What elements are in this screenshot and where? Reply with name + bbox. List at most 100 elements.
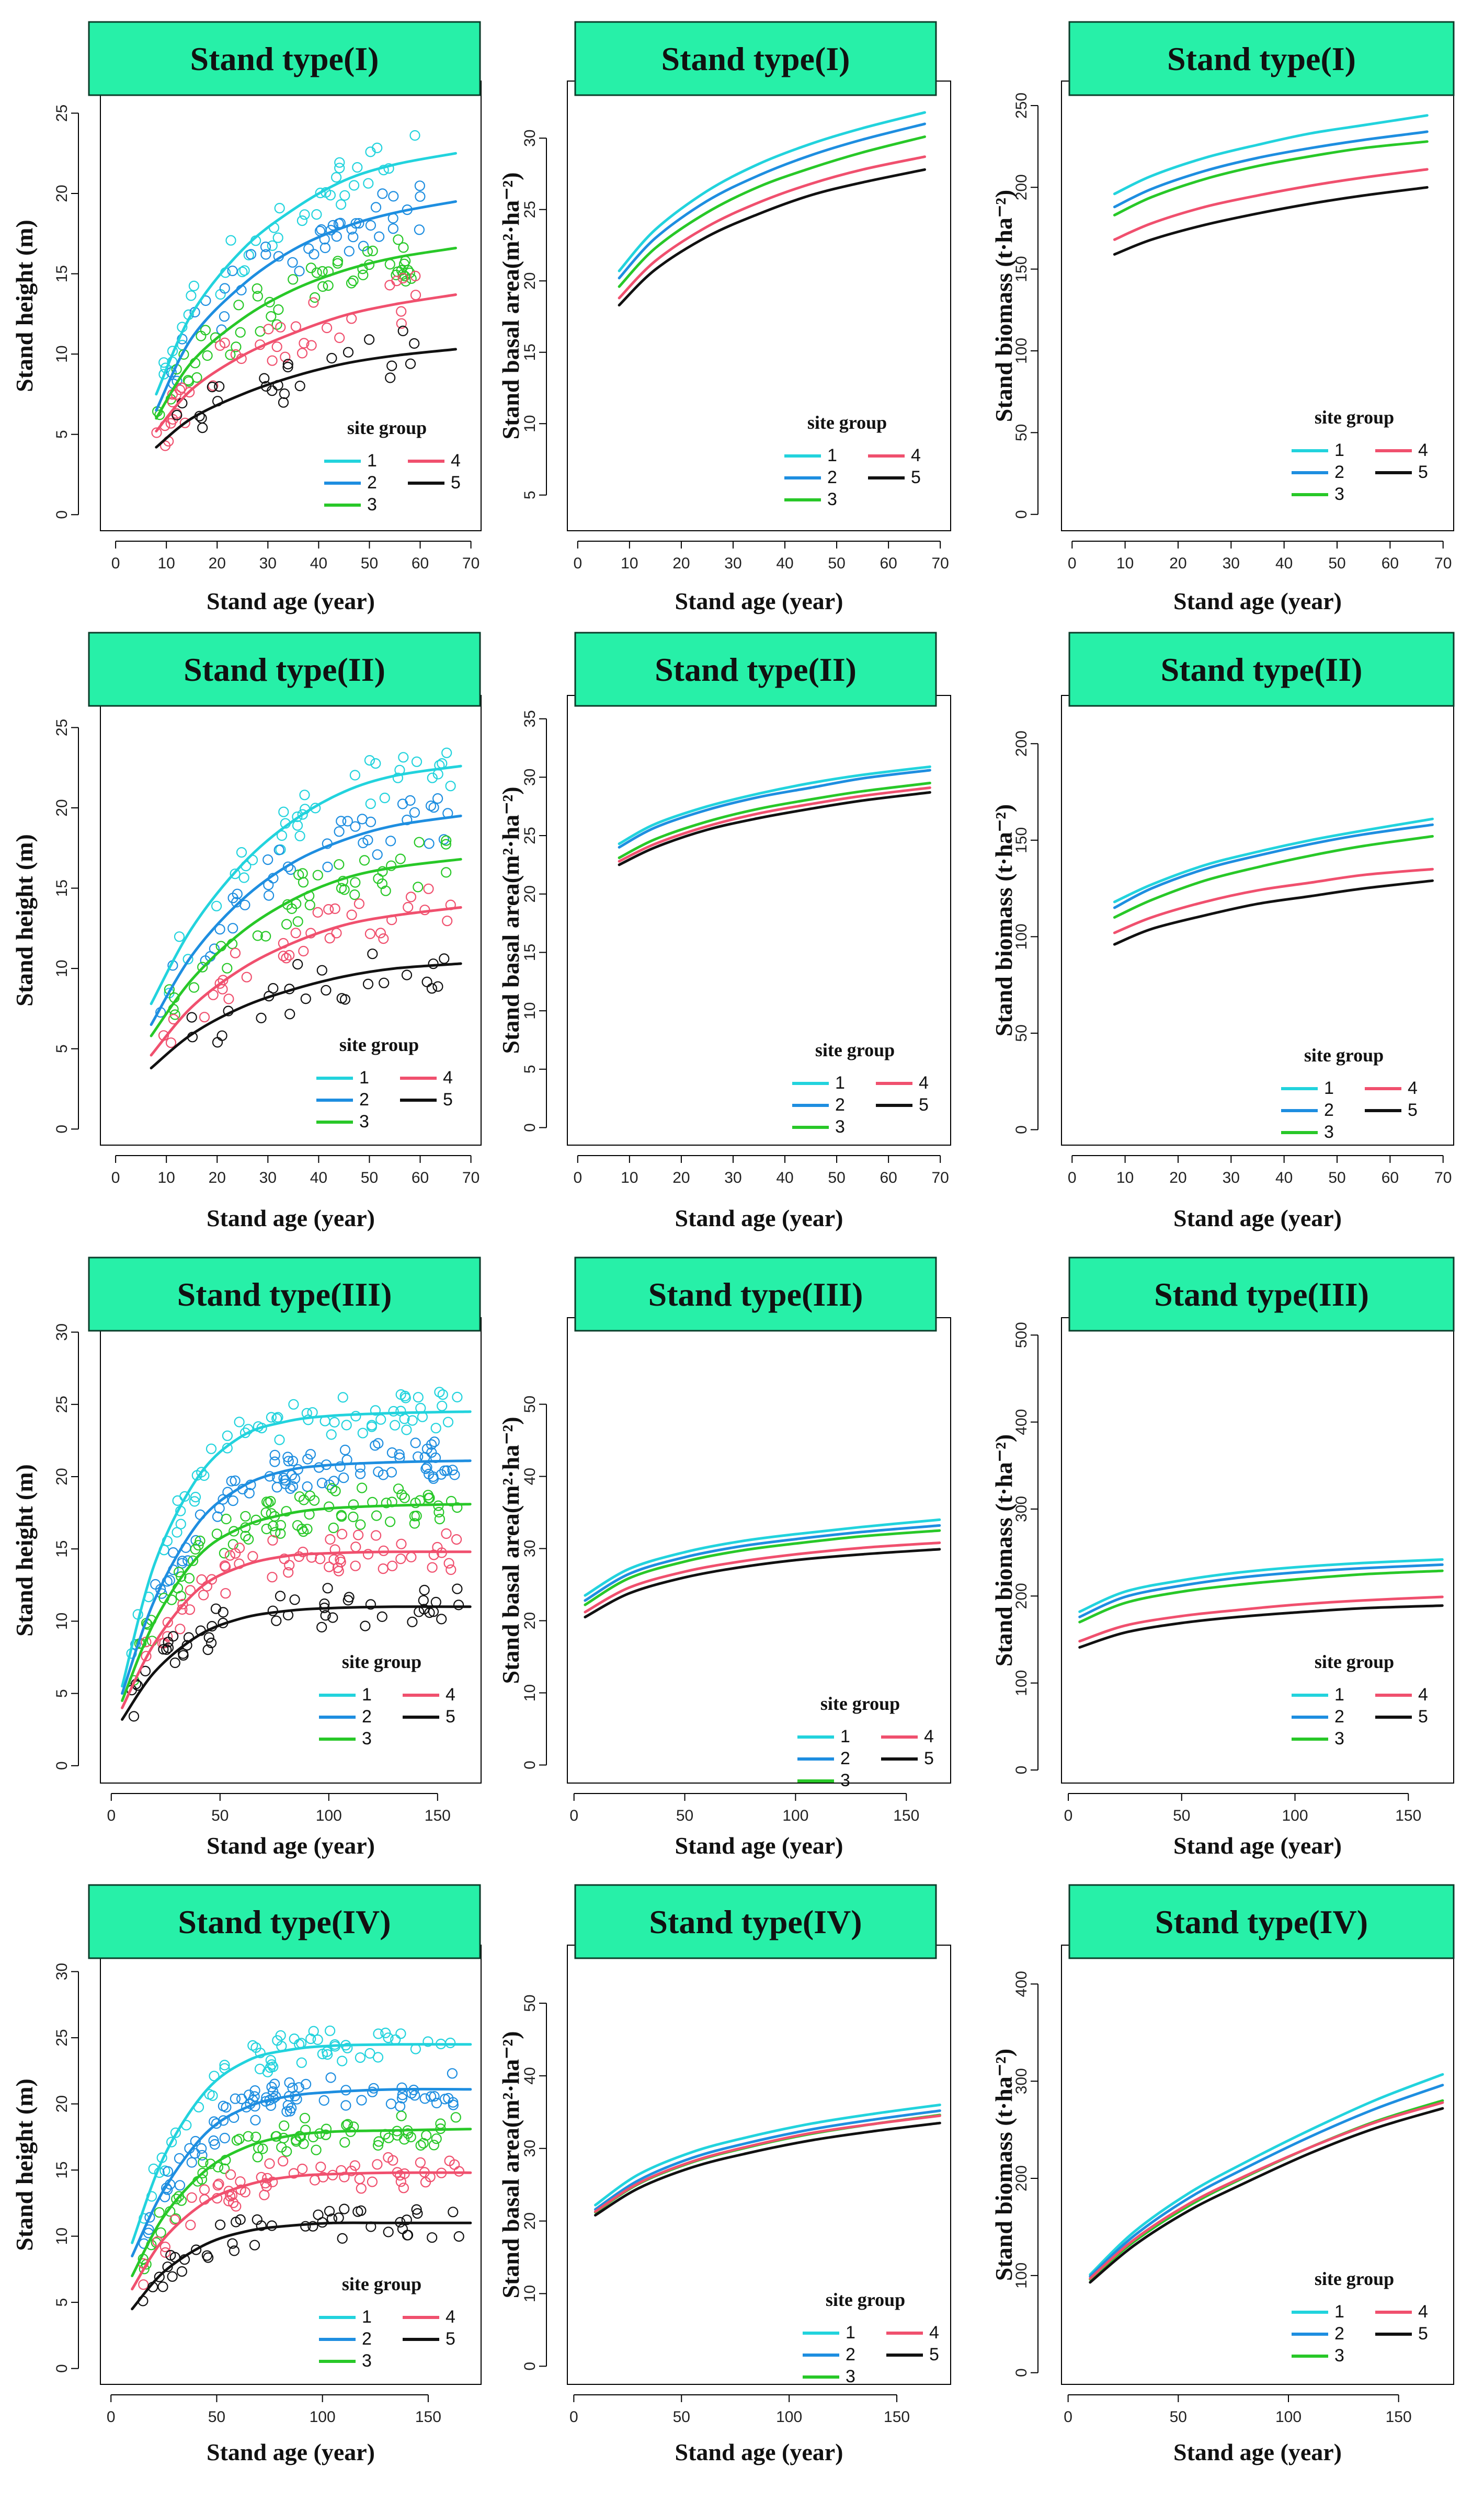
- data-point-group-1: [363, 178, 374, 189]
- legend: site group 123 45: [319, 2274, 455, 2371]
- data-point-group-4: [427, 1562, 438, 1573]
- data-point-group-2: [226, 1476, 237, 1487]
- data-point-group-1: [370, 1405, 381, 1416]
- data-point-group-3: [384, 259, 395, 270]
- curve-group-2: [155, 200, 457, 412]
- legend-label-2: 2: [362, 1707, 372, 1727]
- data-point-group-5: [229, 2245, 240, 2256]
- data-point-group-4: [346, 909, 357, 920]
- y-axis-title: Stand height (m): [11, 220, 38, 392]
- data-point-group-5: [284, 1009, 295, 1020]
- data-point-group-5: [176, 2266, 187, 2277]
- data-point-group-3: [200, 325, 211, 336]
- data-point-group-3: [384, 1516, 396, 1527]
- curve-group-2: [594, 2109, 941, 2211]
- data-point-group-2: [358, 837, 369, 849]
- data-point-group-4: [169, 2214, 180, 2225]
- data-point-group-5: [421, 976, 432, 988]
- data-point-group-3: [385, 860, 397, 871]
- data-point-group-2: [387, 223, 399, 234]
- data-point-group-3: [440, 839, 452, 850]
- data-point-group-3: [393, 1483, 404, 1494]
- curve-group-1: [1113, 817, 1434, 904]
- data-point-group-4: [263, 324, 274, 335]
- data-point-group-1: [267, 240, 278, 251]
- y-tick-label: 15: [53, 1540, 71, 1558]
- data-point-group-3: [231, 2135, 243, 2146]
- y-tick-label: 5: [53, 1044, 71, 1053]
- data-point-group-2: [309, 249, 319, 260]
- x-tick-label: 40: [1275, 555, 1293, 572]
- y-tick-label: 5: [521, 1065, 539, 1073]
- data-point-group-2: [227, 265, 238, 277]
- data-point-group-4: [284, 950, 295, 961]
- data-point-group-2: [219, 283, 230, 294]
- data-point-group-4: [241, 972, 252, 983]
- data-point-group-5: [128, 1711, 140, 1722]
- data-point-group-1: [265, 2055, 276, 2066]
- data-point-group-5: [343, 1595, 353, 1606]
- data-point-group-3: [260, 1507, 271, 1518]
- legend-label-1: 1: [359, 1068, 369, 1088]
- curve-group-4: [1089, 2101, 1444, 2280]
- panel-header: [1068, 21, 1455, 96]
- data-point-group-4: [308, 297, 319, 308]
- data-point-group-2: [287, 1481, 299, 1492]
- x-tick-label: 0: [111, 555, 120, 572]
- data-point-group-3: [413, 882, 424, 893]
- y-tick-label: 400: [1013, 1971, 1030, 1997]
- data-point-group-5: [259, 373, 270, 384]
- y-tick-label: 100: [1013, 923, 1030, 950]
- legend-label-1: 1: [1324, 1078, 1334, 1098]
- legend-label-3: 3: [846, 2367, 855, 2386]
- data-point-group-4: [298, 1547, 309, 1558]
- data-point-group-5: [339, 2203, 350, 2214]
- data-point-group-4: [278, 951, 289, 962]
- data-point-group-1: [378, 165, 389, 176]
- data-point-group-5: [418, 1604, 430, 1615]
- plot-frame: [1061, 1945, 1454, 2385]
- data-point-group-1: [349, 770, 361, 781]
- data-point-group-4: [420, 2177, 431, 2188]
- legend-label-1: 1: [362, 1685, 372, 1705]
- data-point-group-5: [163, 1642, 174, 1653]
- legend-label-5: 5: [446, 1707, 455, 1727]
- curve-group-4: [131, 2171, 472, 2291]
- data-point-group-2: [429, 1436, 440, 1447]
- data-point-group-5: [162, 2261, 173, 2272]
- data-point-group-2: [150, 1579, 161, 1590]
- x-tick-label: 150: [425, 1807, 451, 1824]
- x-tick-label: 50: [361, 1169, 378, 1186]
- data-point-group-4: [138, 2279, 149, 2290]
- panel-title: Stand type(III): [1154, 1276, 1369, 1313]
- y-axis-title: Stand basal area(m²·ha⁻²): [497, 1417, 524, 1684]
- data-point-group-4: [165, 1037, 177, 1048]
- y-tick-label: 0: [53, 510, 71, 519]
- legend-label-4: 4: [1418, 1685, 1428, 1705]
- data-point-group-2: [336, 816, 347, 827]
- data-point-group-5: [278, 397, 289, 408]
- legend: site group 123 45: [1281, 1045, 1418, 1142]
- y-tick-label: 10: [53, 959, 71, 977]
- data-point-group-3: [326, 1483, 338, 1494]
- data-point-group-3: [446, 1495, 457, 1507]
- legend: site group 123 45: [1292, 1651, 1428, 1749]
- data-point-group-4: [364, 928, 376, 940]
- y-tick-label: 10: [521, 2285, 539, 2302]
- legend-label-1: 1: [1334, 1685, 1344, 1705]
- data-point-group-4: [428, 1549, 439, 1560]
- data-point-group-2: [449, 1469, 460, 1480]
- panel-title: Stand type(II): [655, 651, 857, 688]
- plot-frame: [567, 1945, 951, 2385]
- data-point-group-3: [304, 899, 315, 911]
- data-point-group-3: [450, 2112, 461, 2123]
- curve-group-2: [131, 2087, 472, 2258]
- data-point-group-3: [356, 1482, 368, 1493]
- legend-title: site group: [342, 1651, 421, 1672]
- data-point-group-2: [331, 231, 342, 242]
- data-point-group-4: [219, 1560, 230, 1571]
- data-point-group-2: [300, 2078, 312, 2089]
- x-tick-label: 70: [932, 1169, 949, 1186]
- data-point-group-3: [198, 2157, 209, 2168]
- data-point-group-2: [284, 2077, 295, 2088]
